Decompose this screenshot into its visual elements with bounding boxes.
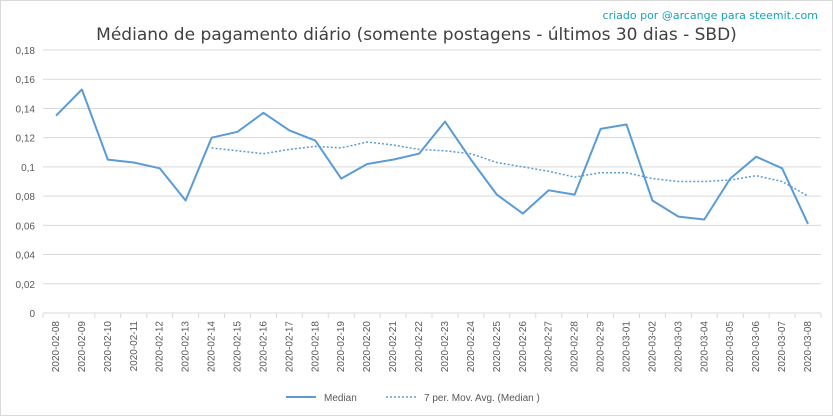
y-tick-label: 0,06: [16, 221, 36, 232]
watermark-credit: criado por @arcange para steemit.com: [602, 9, 818, 22]
y-tick-label: 0,08: [16, 192, 36, 203]
x-tick-label: 2020-02-08: [51, 321, 62, 373]
x-tick-label: 2020-02-11: [129, 321, 140, 372]
legend-label-median: Median: [324, 393, 357, 404]
x-tick-label: 2020-03-05: [725, 321, 736, 373]
y-tick-label: 0,18: [16, 46, 36, 57]
x-tick-label: 2020-02-27: [544, 321, 555, 373]
x-tick-label: 2020-02-09: [77, 321, 88, 373]
x-tick-label: 2020-03-01: [622, 321, 633, 373]
x-tick-label: 2020-03-04: [699, 321, 710, 373]
y-tick-label: 0,16: [16, 75, 36, 86]
y-tick-label: 0,04: [16, 251, 36, 262]
x-tick-label: 2020-02-25: [492, 321, 503, 373]
x-tick-label: 2020-02-22: [414, 321, 425, 373]
x-tick-label: 2020-03-08: [803, 321, 814, 373]
moving-average-series-line: [211, 141, 809, 197]
x-tick-label: 2020-02-28: [570, 321, 581, 373]
x-tick-label: 2020-02-10: [103, 321, 114, 373]
y-tick-label: 0,14: [16, 104, 36, 115]
legend-label-moving-average: 7 per. Mov. Avg. (Median ): [424, 393, 540, 404]
x-tick-label: 2020-02-13: [181, 321, 192, 373]
median-series-line: [55, 88, 809, 225]
x-tick-label: 2020-02-14: [207, 321, 218, 373]
chart-title: Médiano de pagamento diário (somente pos…: [96, 25, 737, 45]
x-tick-label: 2020-02-20: [362, 321, 373, 373]
x-tick-label: 2020-03-02: [647, 321, 658, 373]
x-tick-label: 2020-02-15: [233, 321, 244, 373]
x-tick-label: 2020-02-23: [440, 321, 451, 373]
y-tick-label: 0,12: [16, 134, 36, 145]
x-tick-label: 2020-03-07: [777, 321, 788, 373]
x-tick-label: 2020-02-12: [155, 321, 166, 373]
x-tick-label: 2020-02-29: [596, 321, 607, 373]
x-tick-label: 2020-02-19: [336, 321, 347, 373]
x-tick-label: 2020-02-16: [258, 321, 269, 373]
x-tick-label: 2020-02-17: [284, 321, 295, 373]
y-tick-label: 0: [29, 309, 35, 320]
y-tick-label: 0,1: [21, 163, 35, 174]
x-tick-label: 2020-02-26: [518, 321, 529, 373]
x-tick-label: 2020-02-21: [388, 321, 399, 373]
y-tick-label: 0,02: [16, 280, 36, 291]
x-tick-label: 2020-02-24: [466, 321, 477, 373]
x-tick-label: 2020-03-03: [673, 321, 684, 373]
x-tick-label: 2020-03-06: [751, 321, 762, 373]
x-tick-label: 2020-02-18: [310, 321, 321, 373]
